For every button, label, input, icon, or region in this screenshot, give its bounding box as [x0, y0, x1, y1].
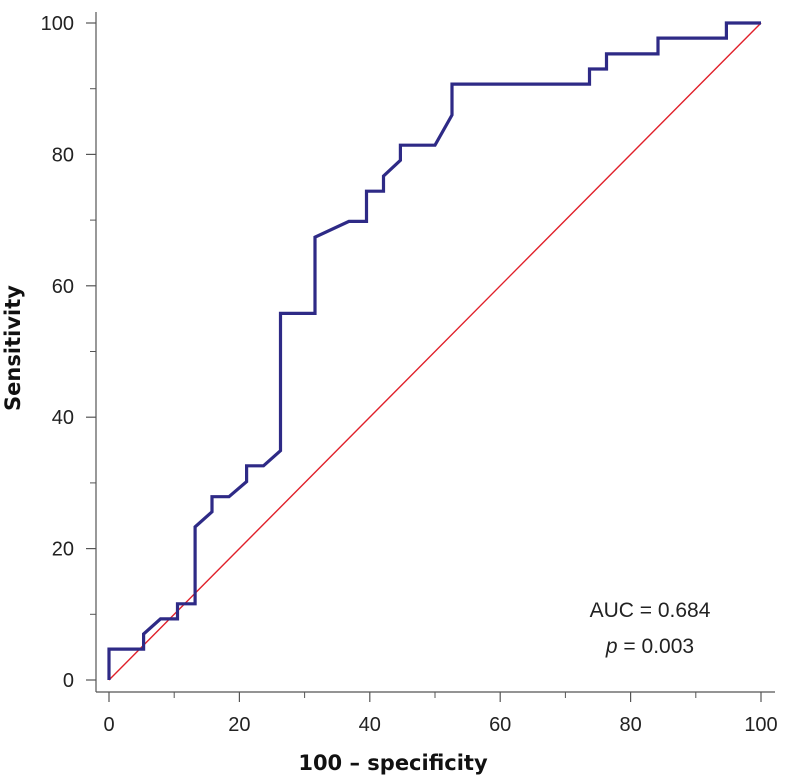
x-tick-label: 20: [228, 714, 250, 736]
x-tick-label: 100: [744, 714, 777, 736]
y-tick-label: 20: [52, 539, 74, 561]
x-tick-label: 0: [103, 714, 114, 736]
x-axis-title: 100 – specificity: [298, 751, 488, 775]
y-tick-label: 60: [52, 276, 74, 298]
x-axis-ticks: 0 20 40 60 80 100: [103, 692, 778, 736]
y-tick-label: 100: [41, 13, 74, 35]
y-axis-ticks: 0 20 40 60 80 100: [41, 13, 96, 692]
roc-curve-line: [107, 21, 761, 680]
y-tick-label: 40: [52, 407, 74, 429]
y-tick-label: 0: [63, 670, 74, 692]
p-value-text: = 0.003: [618, 635, 694, 658]
p-symbol: p: [605, 635, 618, 658]
x-tick-label: 60: [489, 714, 511, 736]
auc-annotation: AUC = 0.684: [590, 599, 711, 622]
x-tick-label: 40: [359, 714, 381, 736]
y-axis-title: Sensitivity: [1, 285, 25, 411]
reference-diagonal-line: [108, 22, 762, 681]
x-tick-label: 80: [619, 714, 641, 736]
y-tick-label: 80: [52, 144, 74, 166]
p-value-annotation: p = 0.003: [605, 635, 694, 658]
